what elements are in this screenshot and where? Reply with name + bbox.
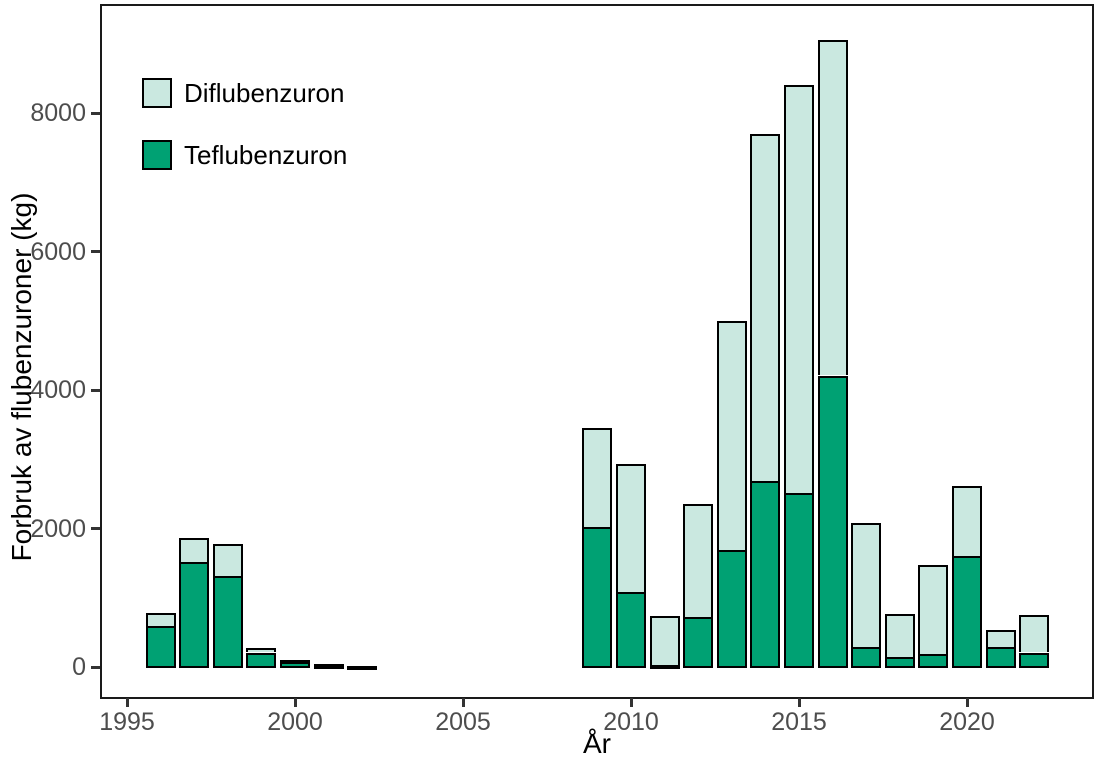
bar-2013-teflubenzuron xyxy=(716,550,747,668)
x-axis-title: År xyxy=(583,728,611,759)
legend-label-teflubenzuron: Teflubenzuron xyxy=(184,140,348,170)
bar-2010-diflubenzuron xyxy=(616,464,646,593)
bar-2002-teflubenzuron xyxy=(347,666,378,671)
bar-2018-diflubenzuron xyxy=(884,614,915,658)
bar-2022-teflubenzuron xyxy=(1019,652,1050,668)
y-tick-label-2000: 2000 xyxy=(30,514,86,543)
bar-1999-teflubenzuron xyxy=(246,652,277,668)
bar-2014-teflubenzuron xyxy=(750,481,781,668)
y-tick-mark-6000 xyxy=(91,250,100,253)
bar-2015-teflubenzuron xyxy=(784,493,814,668)
y-tick-label-0: 0 xyxy=(72,653,86,681)
y-tick-mark-8000 xyxy=(91,111,100,115)
x-tick-label-2005: 2005 xyxy=(435,708,491,736)
bar-2016-diflubenzuron xyxy=(817,39,848,376)
y-tick-mark-2000 xyxy=(91,527,100,530)
x-tick-mark-2020 xyxy=(965,698,969,707)
x-tick-label-1995: 1995 xyxy=(99,708,155,736)
y-tick-label-6000: 6000 xyxy=(30,237,86,266)
bar-2013-diflubenzuron xyxy=(716,320,747,550)
legend-label-diflubenzuron: Diflubenzuron xyxy=(184,78,345,108)
bar-1997-diflubenzuron xyxy=(179,537,210,563)
bar-1996-teflubenzuron xyxy=(145,625,176,668)
x-tick-mark-1995 xyxy=(125,698,129,707)
bar-2009-diflubenzuron xyxy=(582,428,613,528)
y-tick-mark-4000 xyxy=(91,388,100,392)
bar-2000-teflubenzuron xyxy=(280,661,310,668)
bar-2019-diflubenzuron xyxy=(918,565,949,654)
bar-2001-diflubenzuron xyxy=(313,663,344,666)
legend-swatch-diflubenzuron xyxy=(142,78,172,108)
bar-1998-diflubenzuron xyxy=(212,544,243,576)
bar-2011-diflubenzuron xyxy=(649,616,680,665)
bar-2015-diflubenzuron xyxy=(784,84,814,494)
bar-2017-diflubenzuron xyxy=(851,523,882,647)
bar-1997-teflubenzuron xyxy=(179,562,210,668)
x-tick-label-2010: 2010 xyxy=(603,708,659,736)
y-tick-label-8000: 8000 xyxy=(30,99,86,127)
bar-1998-teflubenzuron xyxy=(212,575,243,668)
bar-2016-teflubenzuron xyxy=(817,375,848,668)
x-tick-mark-2000 xyxy=(293,698,297,707)
legend-swatch-teflubenzuron xyxy=(142,140,172,170)
x-tick-mark-2015 xyxy=(797,698,801,707)
bar-1996-diflubenzuron xyxy=(145,613,176,626)
bar-2000-diflubenzuron xyxy=(280,660,310,663)
bar-2019-teflubenzuron xyxy=(918,653,949,668)
bar-2020-teflubenzuron xyxy=(952,556,982,668)
x-tick-label-2015: 2015 xyxy=(771,708,827,736)
bar-2020-diflubenzuron xyxy=(952,486,982,557)
bar-2001-teflubenzuron xyxy=(313,664,344,669)
y-tick-mark-0 xyxy=(91,665,100,669)
bar-2021-diflubenzuron xyxy=(985,629,1016,647)
bar-2022-diflubenzuron xyxy=(1019,615,1050,653)
bar-2010-teflubenzuron xyxy=(616,592,646,668)
y-axis-title: Forbruk av flubenzuroner (kg) xyxy=(6,192,37,562)
bar-2009-teflubenzuron xyxy=(582,527,613,668)
x-tick-label-2020: 2020 xyxy=(939,708,995,736)
x-tick-label-2000: 2000 xyxy=(267,708,323,736)
bar-2012-teflubenzuron xyxy=(683,617,714,668)
bar-2018-teflubenzuron xyxy=(884,657,915,668)
bar-2014-diflubenzuron xyxy=(750,133,781,482)
x-tick-mark-2010 xyxy=(629,698,633,707)
y-tick-label-4000: 4000 xyxy=(30,376,86,404)
bar-2017-teflubenzuron xyxy=(851,646,882,668)
bar-2021-teflubenzuron xyxy=(985,646,1016,668)
bar-2011-teflubenzuron xyxy=(649,664,680,669)
bar-2012-diflubenzuron xyxy=(683,503,714,618)
bar-1999-diflubenzuron xyxy=(246,647,277,653)
x-tick-mark-2005 xyxy=(461,698,465,707)
